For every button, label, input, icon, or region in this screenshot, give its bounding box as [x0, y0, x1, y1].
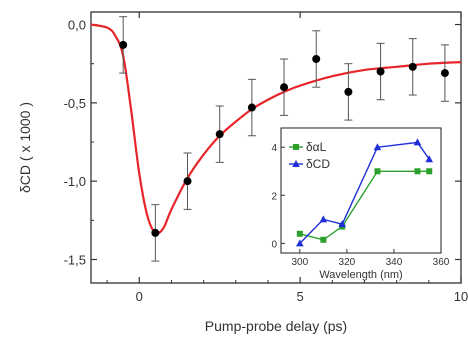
inset-x-tick-label: 320 — [339, 257, 356, 268]
inset-y-tick-label: 0 — [271, 239, 277, 250]
y-tick-label: 0,0 — [68, 18, 86, 33]
main-plot: 0 5 10 0,0 -0,5 -1,0 -1,5 Pump-probe delay (ps)… — [17, 11, 468, 334]
data-point — [312, 54, 321, 63]
inset-square-marker — [374, 168, 381, 175]
x-tick-label: 5 — [297, 289, 304, 304]
x-tick-label: 0 — [136, 289, 143, 304]
data-point — [215, 130, 224, 139]
inset-x-axis-title: Wavelength (nm) — [319, 269, 402, 281]
fit-line — [90, 23, 462, 235]
legend-triangle-marker — [292, 160, 300, 167]
inset-square-marker — [320, 236, 327, 243]
y-axis-title: δCD ( x 1000 ) — [17, 102, 33, 193]
plot-frame — [90, 11, 462, 284]
inset-y-tick-label: 2 — [271, 191, 277, 202]
inset-y-tick-label: 4 — [271, 143, 277, 154]
inset-square-marker — [296, 230, 303, 237]
inset-triangle-marker — [338, 220, 346, 228]
inset-triangle-marker — [413, 138, 422, 146]
data-point — [344, 87, 353, 96]
data-point — [247, 103, 256, 112]
inset-triangle-marker — [373, 143, 382, 151]
inset-x-tick-label: 340 — [386, 257, 403, 268]
legend-square-marker — [293, 144, 299, 150]
data-point — [183, 177, 192, 186]
x-axis-title: Pump-probe delay (ps) — [205, 318, 347, 334]
inset-x-tick-label: 300 — [291, 257, 308, 268]
y-tick-label: -0,5 — [64, 96, 86, 111]
legend-label: δCD — [306, 157, 330, 171]
y-tick-label: -1,0 — [64, 174, 86, 189]
data-point — [440, 69, 449, 78]
data-point — [151, 228, 160, 237]
inset-square-marker — [414, 168, 421, 175]
data-point — [119, 40, 128, 49]
data-point — [408, 62, 417, 71]
data-point — [280, 83, 289, 92]
inset-frame — [280, 127, 442, 254]
inset-square-marker — [426, 168, 433, 175]
y-tick-label: -1,5 — [64, 253, 86, 268]
inset-x-tick-label: 360 — [433, 257, 450, 268]
inset-triangle-marker — [296, 239, 304, 247]
inset-triangle-marker — [319, 215, 328, 223]
inset-triangle-marker — [425, 155, 434, 163]
inset-plot: 300 320 340 360 0 2 4 Wavelength (nm) δαL δCD — [271, 127, 450, 281]
x-tick-label: 10 — [454, 289, 468, 304]
legend-label: δαL — [306, 140, 327, 154]
data-point — [376, 67, 385, 76]
